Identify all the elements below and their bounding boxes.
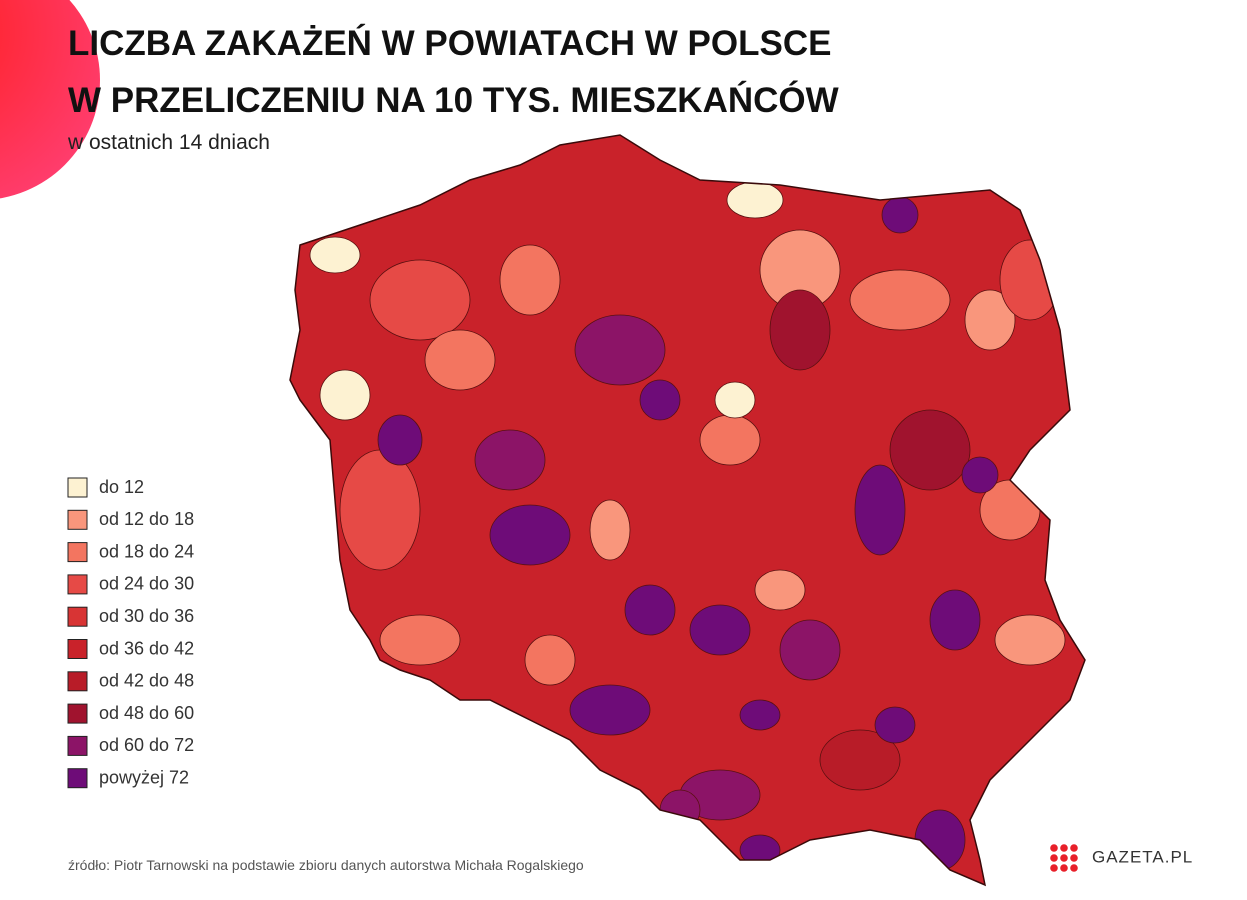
legend-label: od 60 do 72 — [99, 735, 194, 755]
legend-swatch — [67, 509, 88, 530]
legend-swatch — [67, 542, 88, 563]
legend-label: od 42 do 48 — [99, 671, 194, 691]
legend-label: od 36 do 42 — [99, 638, 194, 658]
logo-dot — [1060, 864, 1068, 872]
logo-text: GAZETA.PL — [1092, 847, 1193, 866]
title-line: W PRZELICZENIU NA 10 TYS. MIESZKAŃCÓW — [68, 80, 839, 120]
legend-label: od 24 do 30 — [99, 574, 194, 594]
legend-label: od 12 do 18 — [99, 509, 194, 529]
legend-swatch — [67, 639, 88, 659]
legend: do 12 od 12 do 18 od 18 do 24 od 24 do 30 od… — [67, 477, 194, 789]
title-line: LICZBA ZAKAŻEŃ W POWIATACH W POLSCE — [68, 23, 831, 63]
legend-label: od 18 do 24 — [99, 541, 194, 561]
legend-label: od 48 do 60 — [99, 703, 194, 723]
logo-dot — [1050, 844, 1058, 852]
legend-swatch — [67, 735, 88, 756]
legend-swatch — [67, 477, 88, 498]
legend-label: od 30 do 36 — [99, 606, 194, 626]
legend-swatch — [67, 606, 88, 627]
logo-dot — [1060, 854, 1068, 862]
legend-swatch — [67, 703, 88, 724]
source: źródło: Piotr Tarnowski na podstawie zbi… — [68, 857, 584, 873]
logo-dot — [1070, 854, 1078, 862]
legend-swatch — [67, 574, 88, 595]
legend-swatch — [67, 768, 88, 789]
logo-dot — [1060, 844, 1068, 852]
logo: GAZETA.PL — [1050, 844, 1193, 872]
subtitle: w ostatnich 14 dniach — [67, 131, 270, 154]
logo-dot — [1070, 864, 1078, 872]
legend-swatch — [67, 671, 88, 692]
decor-circle — [0, 0, 100, 199]
legend-label: do 12 — [99, 477, 144, 497]
logo-dot — [1070, 844, 1078, 852]
legend-label: powyżej 72 — [99, 767, 189, 787]
map — [290, 135, 1085, 885]
logo-dot — [1050, 854, 1058, 862]
logo-dot — [1050, 864, 1058, 872]
